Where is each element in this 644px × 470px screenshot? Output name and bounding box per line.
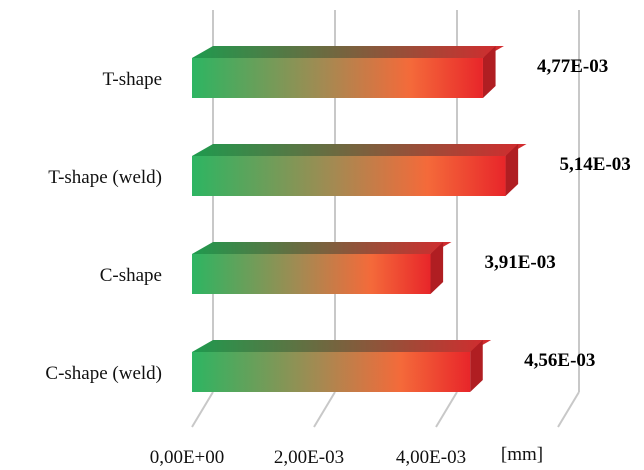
x-axis-label: [mm]	[501, 444, 543, 465]
tick-label: 4,00E-03	[396, 447, 466, 468]
bar-front-face	[192, 254, 431, 294]
data-label: 4,56E-03	[524, 350, 595, 371]
bar-top-face	[192, 46, 504, 58]
gridline-floor	[313, 391, 336, 428]
bar-front-face	[192, 58, 483, 98]
bar-top-face	[192, 242, 452, 254]
bar-front-face	[192, 352, 471, 392]
bar-top-face	[192, 144, 527, 156]
tick-label: 2,00E-03	[274, 447, 344, 468]
category-label: T-shape	[103, 69, 162, 90]
category-label: C-shape	[100, 265, 162, 286]
labels: T-shape 4,77E-03 T-shape (weld) 5,14E-03 C-s…	[45, 56, 630, 468]
bar-side-face	[430, 242, 444, 294]
bar-front-face	[192, 156, 506, 196]
category-label: C-shape (weld)	[45, 363, 162, 384]
gridline-floor	[191, 391, 214, 428]
data-label: 5,14E-03	[560, 154, 631, 175]
bar-side-face	[482, 46, 496, 98]
gridline-floor	[557, 391, 580, 428]
bar	[192, 144, 527, 196]
bar	[192, 340, 492, 392]
bar	[192, 46, 504, 98]
data-label: 3,91E-03	[485, 252, 556, 273]
bar-side-face	[470, 340, 483, 392]
bars	[192, 46, 527, 392]
bar	[192, 242, 452, 294]
gridline-floor	[435, 391, 458, 428]
category-label: T-shape (weld)	[48, 167, 162, 188]
tick-label: 0,00E+00	[150, 447, 225, 468]
bar-top-face	[192, 340, 492, 352]
data-label: 4,77E-03	[537, 56, 608, 77]
bar-side-face	[505, 144, 519, 196]
